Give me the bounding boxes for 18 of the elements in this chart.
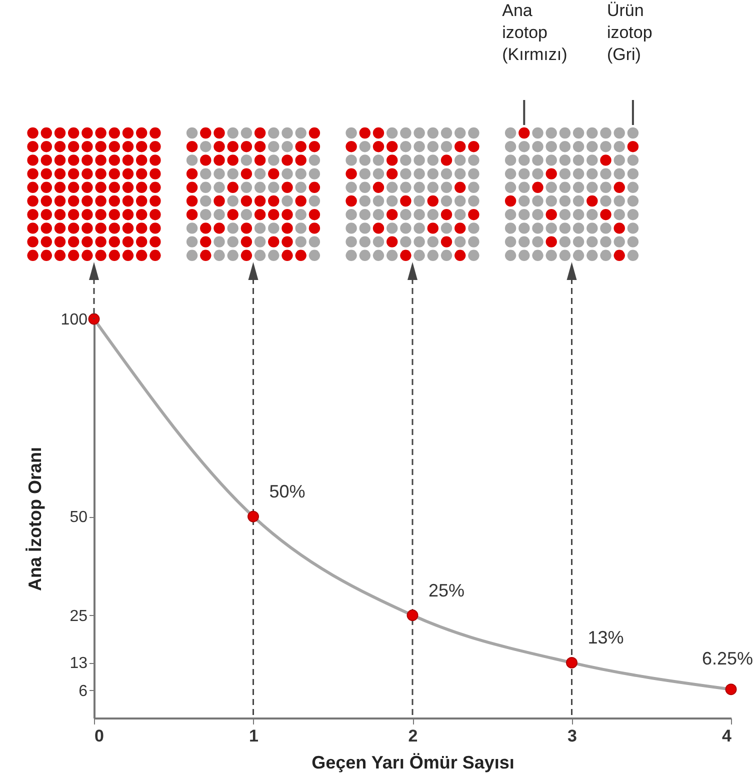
y-tick-label: 50 <box>70 509 88 526</box>
x-tick-label: 0 <box>94 726 104 746</box>
y-tick-label: 6 <box>78 682 88 700</box>
x-tick-label: 3 <box>568 726 577 746</box>
text: Ürün izotop (Gri) <box>606 0 652 66</box>
y-axis-title: Ana İzotop Oranı <box>24 447 45 591</box>
data-label: 25% <box>428 580 465 600</box>
x-axis-title: Geçen Yarı Ömür Sayısı <box>312 752 514 772</box>
data-label: 13% <box>588 628 624 648</box>
data-label: 50% <box>269 482 306 502</box>
y-tick-label: 25 <box>70 608 88 625</box>
y-tick-label: 100 <box>60 312 88 328</box>
x-tick-label: 2 <box>408 726 418 746</box>
data-label: 6.25% <box>702 648 753 668</box>
text: Ana izotop (Kırmızı) <box>502 0 568 66</box>
x-tick-label: 4 <box>722 726 732 746</box>
y-tick-label: 13 <box>70 655 88 672</box>
x-tick-label: 1 <box>249 726 258 746</box>
